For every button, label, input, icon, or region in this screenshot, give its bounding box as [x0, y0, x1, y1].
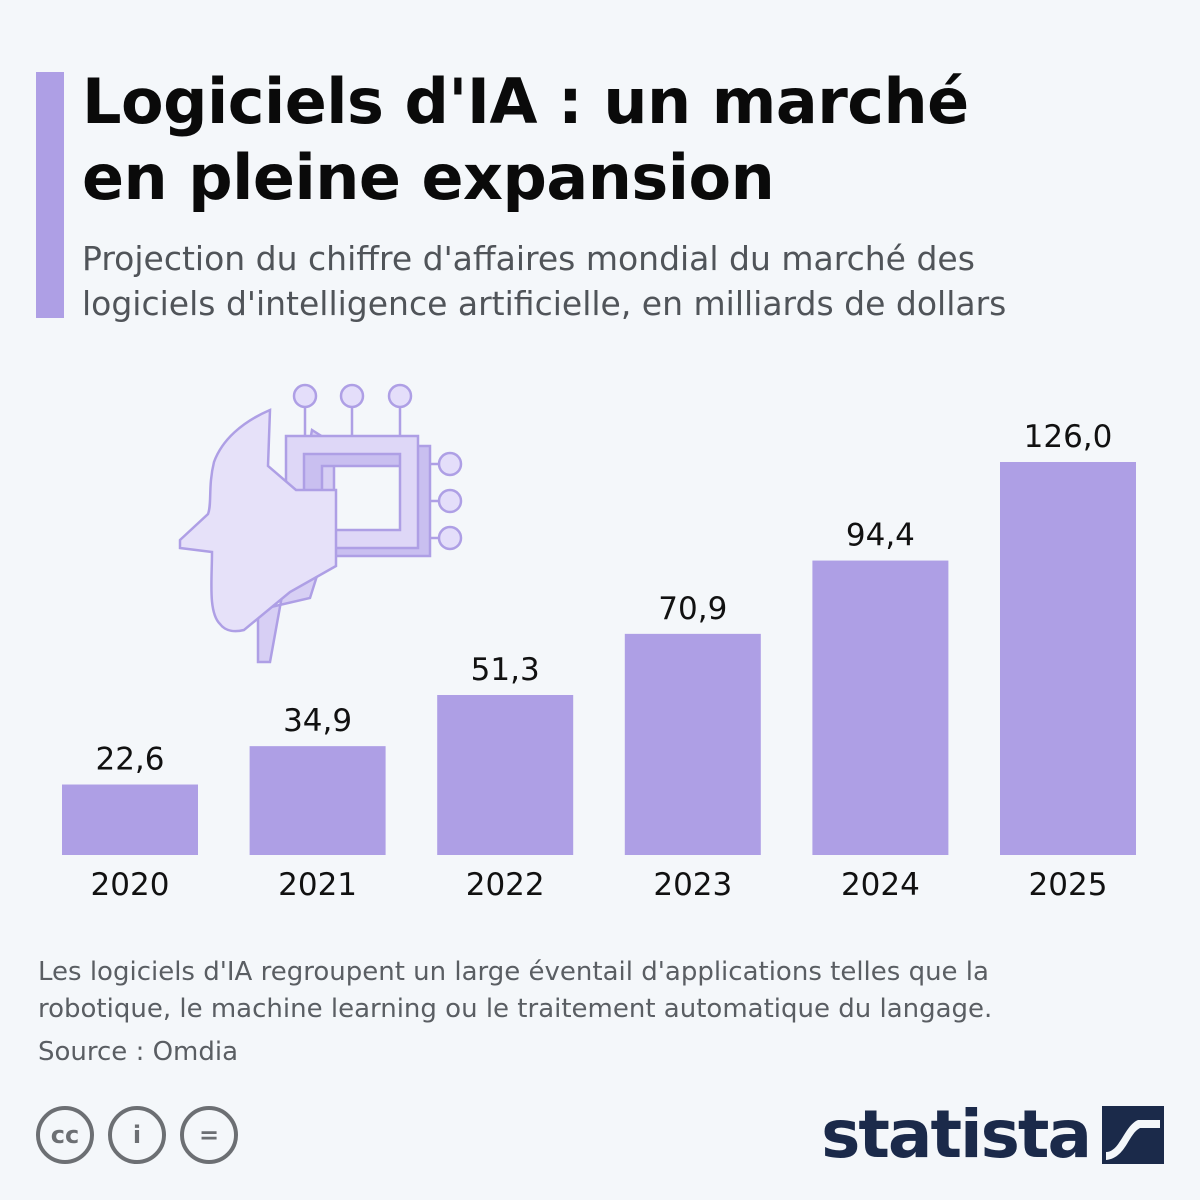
attribution-icon[interactable]: i: [108, 1106, 166, 1164]
value-label-2024: 94,4: [846, 518, 915, 554]
bar-2023: [624, 633, 761, 855]
value-label-2023: 70,9: [658, 591, 727, 627]
cc-icon[interactable]: cc: [36, 1106, 94, 1164]
footnote: Les logiciels d'IA regroupent un large é…: [38, 954, 1168, 1028]
license-icons: cc i =: [36, 1106, 238, 1164]
x-tick-2025: 2025: [1029, 867, 1108, 903]
bar-2025: [1000, 462, 1136, 855]
x-tick-2022: 2022: [466, 867, 545, 903]
head-front-profile: [178, 408, 338, 633]
bar-2024: [812, 560, 949, 855]
x-tick-2020: 2020: [91, 867, 170, 903]
x-tick-2021: 2021: [278, 867, 357, 903]
page-title: Logiciels d'IA : un marché en pleine expa…: [82, 64, 1162, 216]
value-label-2021: 34,9: [283, 703, 352, 739]
tick-labels-layer: 2020 2021 2022 2023 2024 2025: [91, 867, 1108, 903]
subtitle-line-1: Projection du chiffre d'affaires mondial…: [82, 239, 975, 278]
bar-2022: [437, 694, 574, 855]
subtitle-line-2: logiciels d'intelligence artificielle, e…: [82, 284, 1007, 323]
page-subtitle: Projection du chiffre d'affaires mondial…: [82, 236, 1172, 326]
statista-mark-icon: [1102, 1106, 1164, 1164]
footnote-line-1: Les logiciels d'IA regroupent un large é…: [38, 957, 989, 987]
title-line-2: en pleine expansion: [82, 141, 775, 214]
circuit-node-icons: [292, 383, 463, 551]
source-text: Source : Omdia: [38, 1037, 239, 1067]
footnote-line-2: robotique, le machine learning ou le tra…: [38, 994, 993, 1024]
bars-layer: [62, 462, 1136, 855]
value-label-2022: 51,3: [471, 652, 540, 688]
x-tick-2023: 2023: [653, 867, 732, 903]
value-labels-layer: 22,6 34,9 51,3 70,9 94,4 126,0: [95, 419, 1112, 778]
no-derivatives-icon[interactable]: =: [180, 1106, 238, 1164]
bar-2020: [62, 784, 198, 855]
brand-wordmark: statista: [821, 1096, 1092, 1173]
ai-head-illustration: [178, 383, 463, 664]
title-accent-bar: [36, 72, 64, 318]
value-label-2020: 22,6: [95, 742, 164, 778]
x-tick-2024: 2024: [841, 867, 920, 903]
title-line-1: Logiciels d'IA : un marché: [82, 65, 969, 138]
statista-logo[interactable]: statista: [821, 1100, 1164, 1170]
value-label-2025: 126,0: [1024, 419, 1113, 455]
bar-2021: [249, 746, 386, 855]
